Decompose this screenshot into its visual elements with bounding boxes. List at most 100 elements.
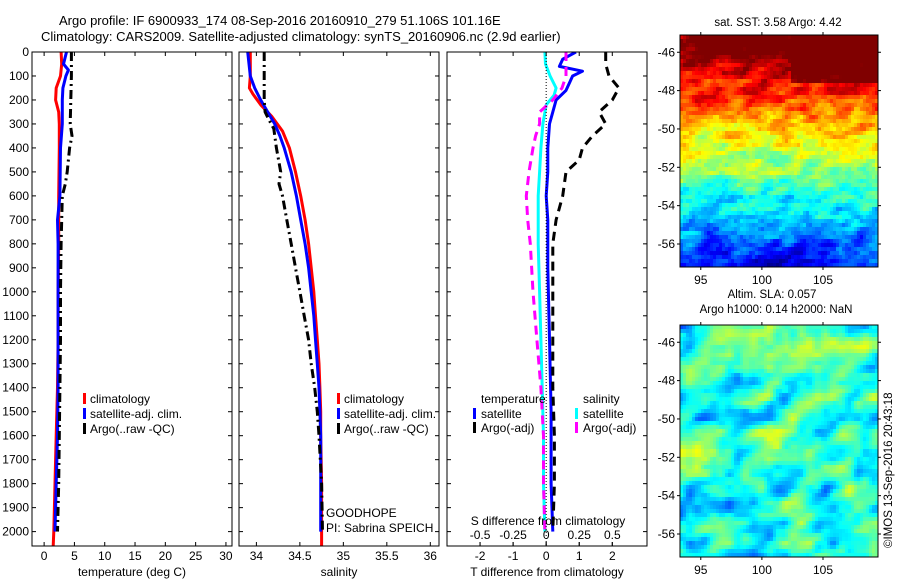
heatmap-cell [704,243,708,248]
heatmap-cell [692,183,696,188]
heatmap-cell [848,389,852,394]
heatmap-cell [800,251,804,256]
heatmap-cell [872,361,876,366]
heatmap-cell [854,215,858,220]
heatmap-cell [710,337,714,342]
heatmap-cell [812,357,816,362]
heatmap-cell [851,381,855,386]
heatmap-cell [818,263,822,267]
heatmap-cell [815,231,819,236]
heatmap-cell [761,211,765,216]
heatmap-cell [803,91,807,96]
heatmap-cell [773,115,777,120]
heatmap-cell [821,373,825,378]
heatmap-cell [734,163,738,168]
heatmap-cell [812,191,816,196]
heatmap-cell [863,377,867,382]
heatmap-cell [692,119,696,124]
heatmap-cell [716,361,720,366]
heatmap-cell [818,43,822,48]
heatmap-cell [851,195,855,200]
heatmap-cell [842,191,846,196]
heatmap-cell [767,55,771,60]
heatmap-cell [761,91,765,96]
heatmap-cell [707,51,711,56]
map-y-tick-label: -56 [658,237,676,251]
heatmap-cell [764,255,768,260]
heatmap-cell [704,227,708,232]
heatmap-cell [737,247,741,252]
heatmap-cell [800,329,804,334]
heatmap-cell [824,377,828,382]
heatmap-cell [695,107,699,112]
heatmap-cell [710,107,714,112]
heatmap-cell [794,111,798,116]
heatmap-cell [686,167,690,172]
heatmap-cell [800,247,804,252]
heatmap-cell [743,333,747,338]
heatmap-cell [806,131,810,136]
heatmap-cell [752,123,756,128]
heatmap-cell [830,259,834,264]
heatmap-cell [704,103,708,108]
heatmap-cell [860,111,864,116]
heatmap-cell [866,55,870,60]
heatmap-cell [728,171,732,176]
heatmap-cell [776,119,780,124]
heatmap-cell [806,243,810,248]
heatmap-cell [767,103,771,108]
heatmap-cell [854,79,858,84]
heatmap-cell [842,243,846,248]
heatmap-cell [782,103,786,108]
heatmap-cell [851,353,855,358]
heatmap-cell [680,67,684,72]
heatmap-cell [761,67,765,72]
heatmap-cell [728,345,732,350]
heatmap-cell [797,227,801,232]
heatmap-cell [803,325,807,330]
heatmap-cell [782,345,786,350]
heatmap-cell [839,59,843,64]
heatmap-cell [695,79,699,84]
heatmap-cell [752,263,756,267]
heatmap-cell [812,127,816,132]
heatmap-cell [701,171,705,176]
heatmap-cell [875,99,878,104]
heatmap-cell [743,377,747,382]
heatmap-cell [815,75,819,80]
heatmap-cell [683,87,687,92]
heatmap-cell [797,63,801,68]
heatmap-cell [821,179,825,184]
heatmap-cell [788,139,792,144]
heatmap-cell [737,175,741,180]
heatmap-cell [725,211,729,216]
heatmap-cell [776,373,780,378]
heatmap-cell [782,95,786,100]
heatmap-cell [875,79,878,84]
heatmap-cell [869,203,873,208]
heatmap-cell [725,329,729,334]
heatmap-cell [833,243,837,248]
heatmap-cell [863,59,867,64]
heatmap-cell [830,139,834,144]
heatmap-cell [806,183,810,188]
heatmap-cell [773,67,777,72]
heatmap-cell [851,251,855,256]
heatmap-cell [875,139,878,144]
heatmap-cell [869,91,873,96]
heatmap-cell [812,119,816,124]
heatmap-cell [686,203,690,208]
heatmap-cell [776,385,780,390]
heatmap-cell [872,59,876,64]
heatmap-cell [740,219,744,224]
heatmap-cell [722,203,726,208]
heatmap-cell [716,207,720,212]
heatmap-cell [767,361,771,366]
heatmap-cell [824,349,828,354]
heatmap-cell [785,365,789,370]
heatmap-cell [749,131,753,136]
heatmap-cell [797,123,801,128]
heatmap-cell [716,345,720,350]
heatmap-cell [743,361,747,366]
heatmap-cell [680,389,684,394]
